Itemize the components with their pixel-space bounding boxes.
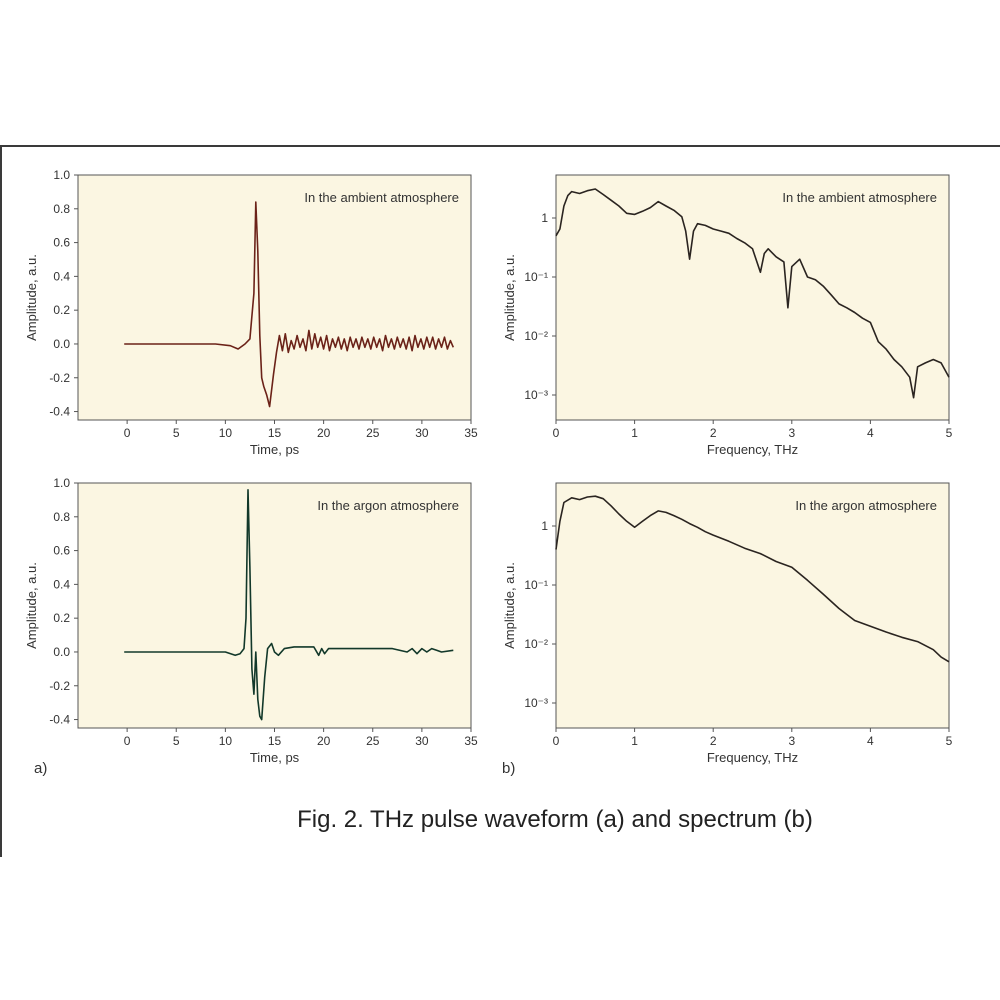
argon-spectrum-plot-area xyxy=(555,482,950,729)
argon-waveform-plot-area xyxy=(77,482,472,729)
argon-spectrum-xtick-label: 0 xyxy=(553,734,560,748)
argon-waveform-ylabel: Amplitude, a.u. xyxy=(24,562,39,649)
argon-waveform-xlabel: Time, ps xyxy=(250,750,300,765)
ambient-waveform-xtick-label: 30 xyxy=(415,426,429,440)
ambient-waveform-ytick-label: 0.6 xyxy=(53,236,70,250)
ambient-waveform-annotation: In the ambient atmosphere xyxy=(304,190,459,205)
ambient-waveform-xtick-label: 0 xyxy=(124,426,131,440)
argon-waveform-xtick-label: 15 xyxy=(268,734,282,748)
argon-spectrum-ytick-label: 10⁻¹ xyxy=(524,578,548,592)
panel-b-label: b) xyxy=(502,760,515,777)
argon-spectrum-xtick-label: 5 xyxy=(946,734,953,748)
argon-spectrum-ytick-label: 10⁻² xyxy=(524,637,548,651)
ambient-waveform-ytick-label: 0.0 xyxy=(53,337,70,351)
figure-caption: Fig. 2. THz pulse waveform (a) and spect… xyxy=(297,806,813,833)
argon-waveform-ytick-label: 0.8 xyxy=(53,510,70,524)
ambient-waveform-ytick-label: 0.2 xyxy=(53,303,70,317)
argon-spectrum-ylabel: Amplitude, a.u. xyxy=(502,562,517,649)
ambient-spectrum-chart xyxy=(552,174,950,424)
argon-waveform-ytick-label: 0.2 xyxy=(53,611,70,625)
ambient-waveform-plot-area xyxy=(77,174,472,421)
argon-waveform-trace xyxy=(124,488,454,721)
argon-spectrum-trace xyxy=(555,495,950,663)
ambient-waveform-ylabel: Amplitude, a.u. xyxy=(24,254,39,341)
ambient-waveform-ytick-label: 1.0 xyxy=(53,168,70,182)
argon-waveform-xtick-label: 30 xyxy=(415,734,429,748)
ambient-waveform-xlabel: Time, ps xyxy=(250,442,300,457)
argon-waveform-ytick-label: 0.4 xyxy=(53,577,70,591)
argon-waveform-ytick-label: 0.0 xyxy=(53,645,70,659)
argon-waveform-annotation: In the argon atmosphere xyxy=(317,498,459,513)
ambient-waveform-trace xyxy=(124,201,455,408)
ambient-waveform-xtick-label: 10 xyxy=(219,426,233,440)
ambient-spectrum-xtick-label: 1 xyxy=(631,426,638,440)
ambient-spectrum-xtick-label: 0 xyxy=(553,426,560,440)
ambient-waveform-ytick-label: -0.4 xyxy=(49,405,70,419)
argon-spectrum-xtick-label: 3 xyxy=(788,734,795,748)
argon-spectrum-xtick-label: 1 xyxy=(631,734,638,748)
argon-spectrum-ytick-label: 10⁻³ xyxy=(524,696,548,710)
ambient-spectrum-xtick-label: 5 xyxy=(946,426,953,440)
ambient-waveform-xtick-label: 35 xyxy=(464,426,478,440)
ambient-waveform-ytick-label: 0.8 xyxy=(53,202,70,216)
ambient-waveform-xtick-label: 20 xyxy=(317,426,331,440)
figure-frame xyxy=(0,145,1000,857)
ambient-spectrum-ytick-label: 10⁻³ xyxy=(524,388,548,402)
argon-waveform-xtick-label: 20 xyxy=(317,734,331,748)
argon-spectrum-chart xyxy=(552,482,950,732)
ambient-spectrum-xtick-label: 4 xyxy=(867,426,874,440)
argon-waveform-ytick-label: 1.0 xyxy=(53,476,70,490)
ambient-spectrum-ylabel: Amplitude, a.u. xyxy=(502,254,517,341)
ambient-waveform-xtick-label: 5 xyxy=(173,426,180,440)
argon-spectrum-xtick-label: 4 xyxy=(867,734,874,748)
ambient-spectrum-xtick-label: 3 xyxy=(788,426,795,440)
argon-waveform-xtick-label: 5 xyxy=(173,734,180,748)
argon-waveform-ytick-label: 0.6 xyxy=(53,544,70,558)
panel-a-label: a) xyxy=(34,760,47,777)
argon-spectrum-annotation: In the argon atmosphere xyxy=(795,498,937,513)
ambient-spectrum-plot-area xyxy=(555,174,950,421)
ambient-waveform-xtick-label: 15 xyxy=(268,426,282,440)
ambient-waveform-xtick-label: 25 xyxy=(366,426,380,440)
argon-waveform-xtick-label: 25 xyxy=(366,734,380,748)
argon-spectrum-ytick-label: 1 xyxy=(541,519,548,533)
argon-waveform-xtick-label: 10 xyxy=(219,734,233,748)
ambient-spectrum-trace xyxy=(555,188,950,399)
argon-waveform-xtick-label: 0 xyxy=(124,734,131,748)
ambient-waveform-chart xyxy=(74,174,472,424)
argon-waveform-xtick-label: 35 xyxy=(464,734,478,748)
argon-waveform-chart xyxy=(74,482,472,732)
ambient-spectrum-ytick-label: 10⁻² xyxy=(524,329,548,343)
argon-waveform-ytick-label: -0.2 xyxy=(49,679,70,693)
argon-waveform-ytick-label: -0.4 xyxy=(49,713,70,727)
ambient-waveform-ytick-label: 0.4 xyxy=(53,269,70,283)
ambient-spectrum-annotation: In the ambient atmosphere xyxy=(782,190,937,205)
argon-spectrum-xtick-label: 2 xyxy=(710,734,717,748)
ambient-spectrum-xlabel: Frequency, THz xyxy=(707,442,798,457)
ambient-spectrum-ytick-label: 1 xyxy=(541,211,548,225)
ambient-spectrum-xtick-label: 2 xyxy=(710,426,717,440)
ambient-spectrum-ytick-label: 10⁻¹ xyxy=(524,270,548,284)
ambient-waveform-ytick-label: -0.2 xyxy=(49,371,70,385)
argon-spectrum-xlabel: Frequency, THz xyxy=(707,750,798,765)
